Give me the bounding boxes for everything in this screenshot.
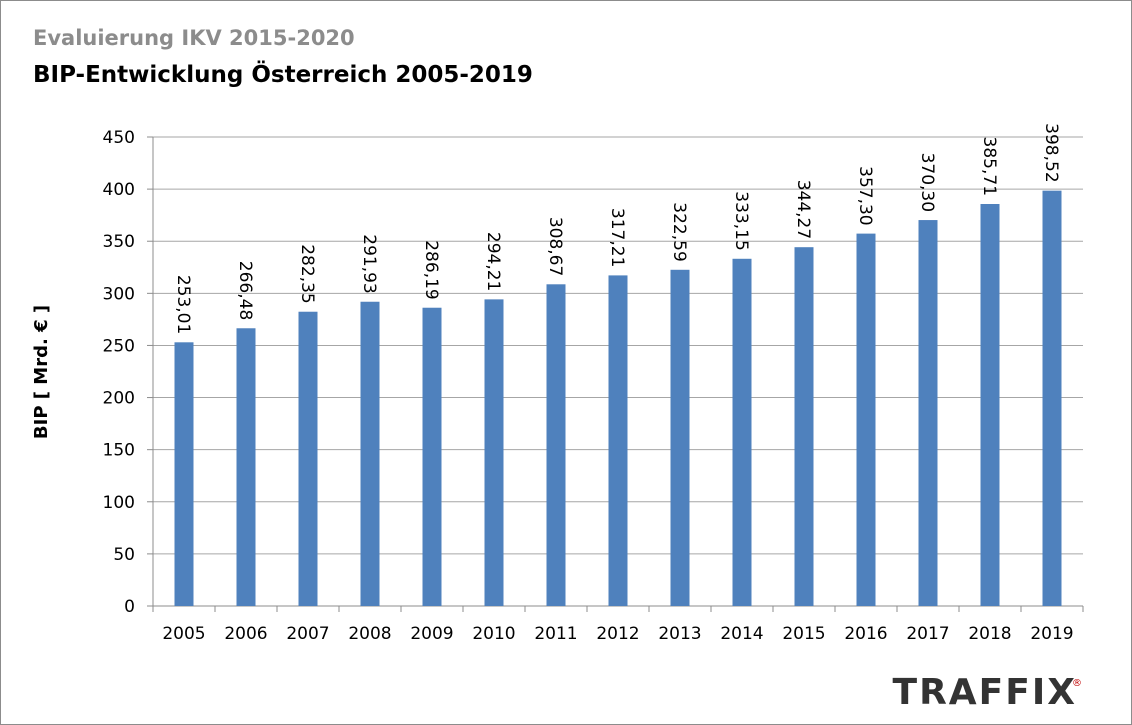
x-tick-label: 2013	[658, 624, 701, 644]
value-label: 322,59	[669, 202, 689, 261]
x-tick-label: 2006	[224, 624, 267, 644]
bar	[608, 275, 628, 606]
x-tick-label: 2016	[844, 624, 887, 644]
x-tick-label: 2015	[782, 624, 825, 644]
x-tick-label: 2009	[410, 624, 453, 644]
y-tick-label: 150	[103, 441, 135, 461]
value-label: 291,93	[359, 234, 379, 293]
bar	[732, 258, 752, 606]
bar	[980, 204, 1000, 607]
x-tick-label: 2017	[906, 624, 949, 644]
bar	[794, 247, 814, 606]
bar	[484, 299, 504, 606]
value-label: 344,27	[793, 180, 813, 239]
bar	[546, 284, 566, 606]
value-label: 294,21	[483, 232, 503, 291]
y-tick-label: 450	[103, 128, 135, 148]
bar	[236, 328, 256, 606]
value-label: 282,35	[297, 244, 317, 303]
x-tick-label: 2010	[472, 624, 515, 644]
value-label: 385,71	[979, 137, 999, 196]
y-tick-label: 50	[113, 545, 135, 565]
logo: TRAFFIX	[893, 672, 1077, 713]
y-tick-label: 350	[103, 232, 135, 252]
y-tick-label: 100	[103, 493, 135, 513]
supertitle: Evaluierung IKV 2015-2020	[33, 26, 355, 50]
value-label: 370,30	[917, 153, 937, 212]
value-label: 317,21	[607, 208, 627, 267]
value-label: 308,67	[545, 217, 565, 276]
bar	[298, 311, 318, 606]
y-tick-label: 0	[124, 597, 135, 617]
x-tick-label: 2018	[968, 624, 1011, 644]
x-tick-label: 2014	[720, 624, 763, 644]
x-tick-label: 2007	[286, 624, 329, 644]
y-tick-label: 300	[103, 284, 135, 304]
bar	[856, 233, 876, 606]
bar	[422, 307, 442, 606]
value-label: 357,30	[855, 166, 875, 225]
value-label: 253,01	[173, 275, 193, 334]
x-tick-label: 2005	[162, 624, 205, 644]
bar	[918, 220, 938, 606]
bar	[360, 301, 380, 606]
value-label: 266,48	[235, 261, 255, 320]
value-label: 333,15	[731, 191, 751, 250]
bar	[1042, 190, 1062, 606]
y-tick-label: 400	[103, 180, 135, 200]
value-label: 398,52	[1041, 123, 1061, 182]
x-tick-label: 2011	[534, 624, 577, 644]
x-tick-label: 2008	[348, 624, 391, 644]
value-label: 286,19	[421, 240, 441, 299]
chart-title: BIP-Entwicklung Österreich 2005-2019	[33, 60, 533, 88]
x-tick-label: 2019	[1030, 624, 1073, 644]
bar	[670, 269, 690, 606]
y-tick-label: 250	[103, 336, 135, 356]
y-tick-label: 200	[103, 389, 135, 409]
bar	[174, 342, 194, 606]
y-axis-label: BIP [ Mrd. € ]	[31, 305, 52, 439]
x-tick-label: 2012	[596, 624, 639, 644]
logo-mark: ®	[1072, 678, 1082, 689]
